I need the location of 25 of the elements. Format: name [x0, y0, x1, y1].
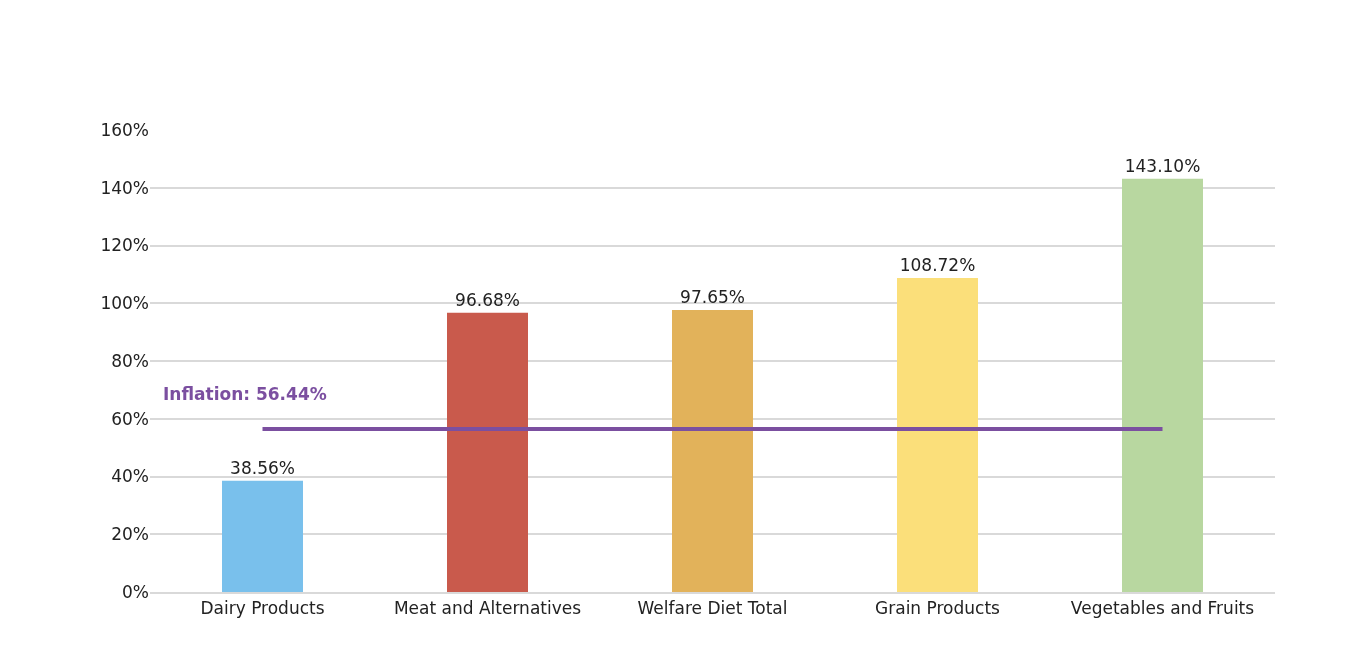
bar — [897, 278, 978, 592]
y-tick-label: 40% — [111, 466, 149, 487]
bar — [672, 310, 753, 592]
x-tick-label: Vegetables and Fruits — [1070, 598, 1255, 619]
y-tick-label: 140% — [100, 177, 149, 198]
x-tick-label: Welfare Diet Total — [637, 598, 788, 619]
y-tick-label: 120% — [100, 235, 149, 256]
y-tick-label: 20% — [111, 524, 149, 545]
x-tick-label: Grain Products — [875, 598, 1001, 619]
data-label: 143.10% — [1124, 155, 1201, 176]
data-label: 96.68% — [455, 289, 520, 310]
ref-line-label: Inflation: 56.44% — [163, 384, 327, 404]
y-tick-label: 0% — [122, 581, 149, 602]
y-tick-label: 60% — [111, 408, 149, 429]
data-label: 108.72% — [899, 255, 976, 276]
bar — [1122, 178, 1203, 592]
data-label: 38.56% — [230, 457, 295, 478]
data-label: 97.65% — [680, 287, 745, 308]
x-tick-label: Meat and Alternatives — [393, 598, 582, 619]
y-tick-label: 160% — [100, 119, 149, 140]
bar — [447, 312, 528, 592]
y-tick-label: 100% — [100, 293, 149, 314]
x-tick-label: Dairy Products — [200, 598, 325, 619]
bar — [222, 480, 303, 592]
y-tick-label: 80% — [111, 350, 149, 371]
